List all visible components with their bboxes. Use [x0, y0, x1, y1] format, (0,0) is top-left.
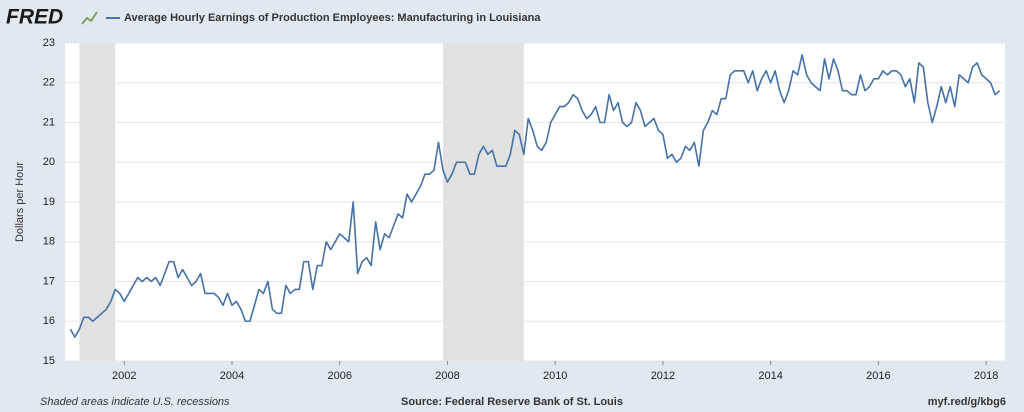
- footnote: Shaded areas indicate U.S. recessions: [40, 396, 230, 408]
- y-tick-label: 15: [43, 355, 55, 367]
- x-tick-label: 2014: [758, 370, 782, 382]
- logo: FRED: [6, 6, 63, 29]
- x-tick-label: 2006: [327, 370, 351, 382]
- x-tick-label: 2002: [112, 370, 136, 382]
- legend-label: Average Hourly Earnings of Production Em…: [124, 12, 541, 24]
- y-tick-label: 17: [43, 275, 55, 287]
- x-tick-label: 2016: [866, 370, 890, 382]
- url: myf.red/g/kbg6: [928, 396, 1006, 408]
- x-tick-label: 2004: [220, 370, 244, 382]
- y-tick-label: 20: [43, 156, 55, 168]
- y-tick-label: 18: [43, 236, 55, 248]
- logo-icon: [81, 11, 98, 25]
- x-tick-label: 2018: [974, 370, 998, 382]
- y-tick-label: 22: [43, 77, 55, 89]
- x-tick-label: 2012: [651, 370, 675, 382]
- plot: 15 16 17 18 19 20 21 22 23 2002 2004 2006 2008 2010 20…: [43, 37, 1005, 382]
- data-line: [69, 54, 1001, 338]
- y-tick-label: 21: [43, 116, 55, 128]
- y-axis-label: Dollars per Hour: [14, 162, 26, 242]
- y-tick-label: 16: [43, 315, 55, 327]
- source: Source: Federal Reserve Bank of St. Loui…: [401, 396, 623, 408]
- y-tick-label: 19: [43, 196, 55, 208]
- x-tick-label: 2008: [435, 370, 459, 382]
- y-tick-label: 23: [43, 37, 55, 49]
- x-tick-label: 2010: [543, 370, 567, 382]
